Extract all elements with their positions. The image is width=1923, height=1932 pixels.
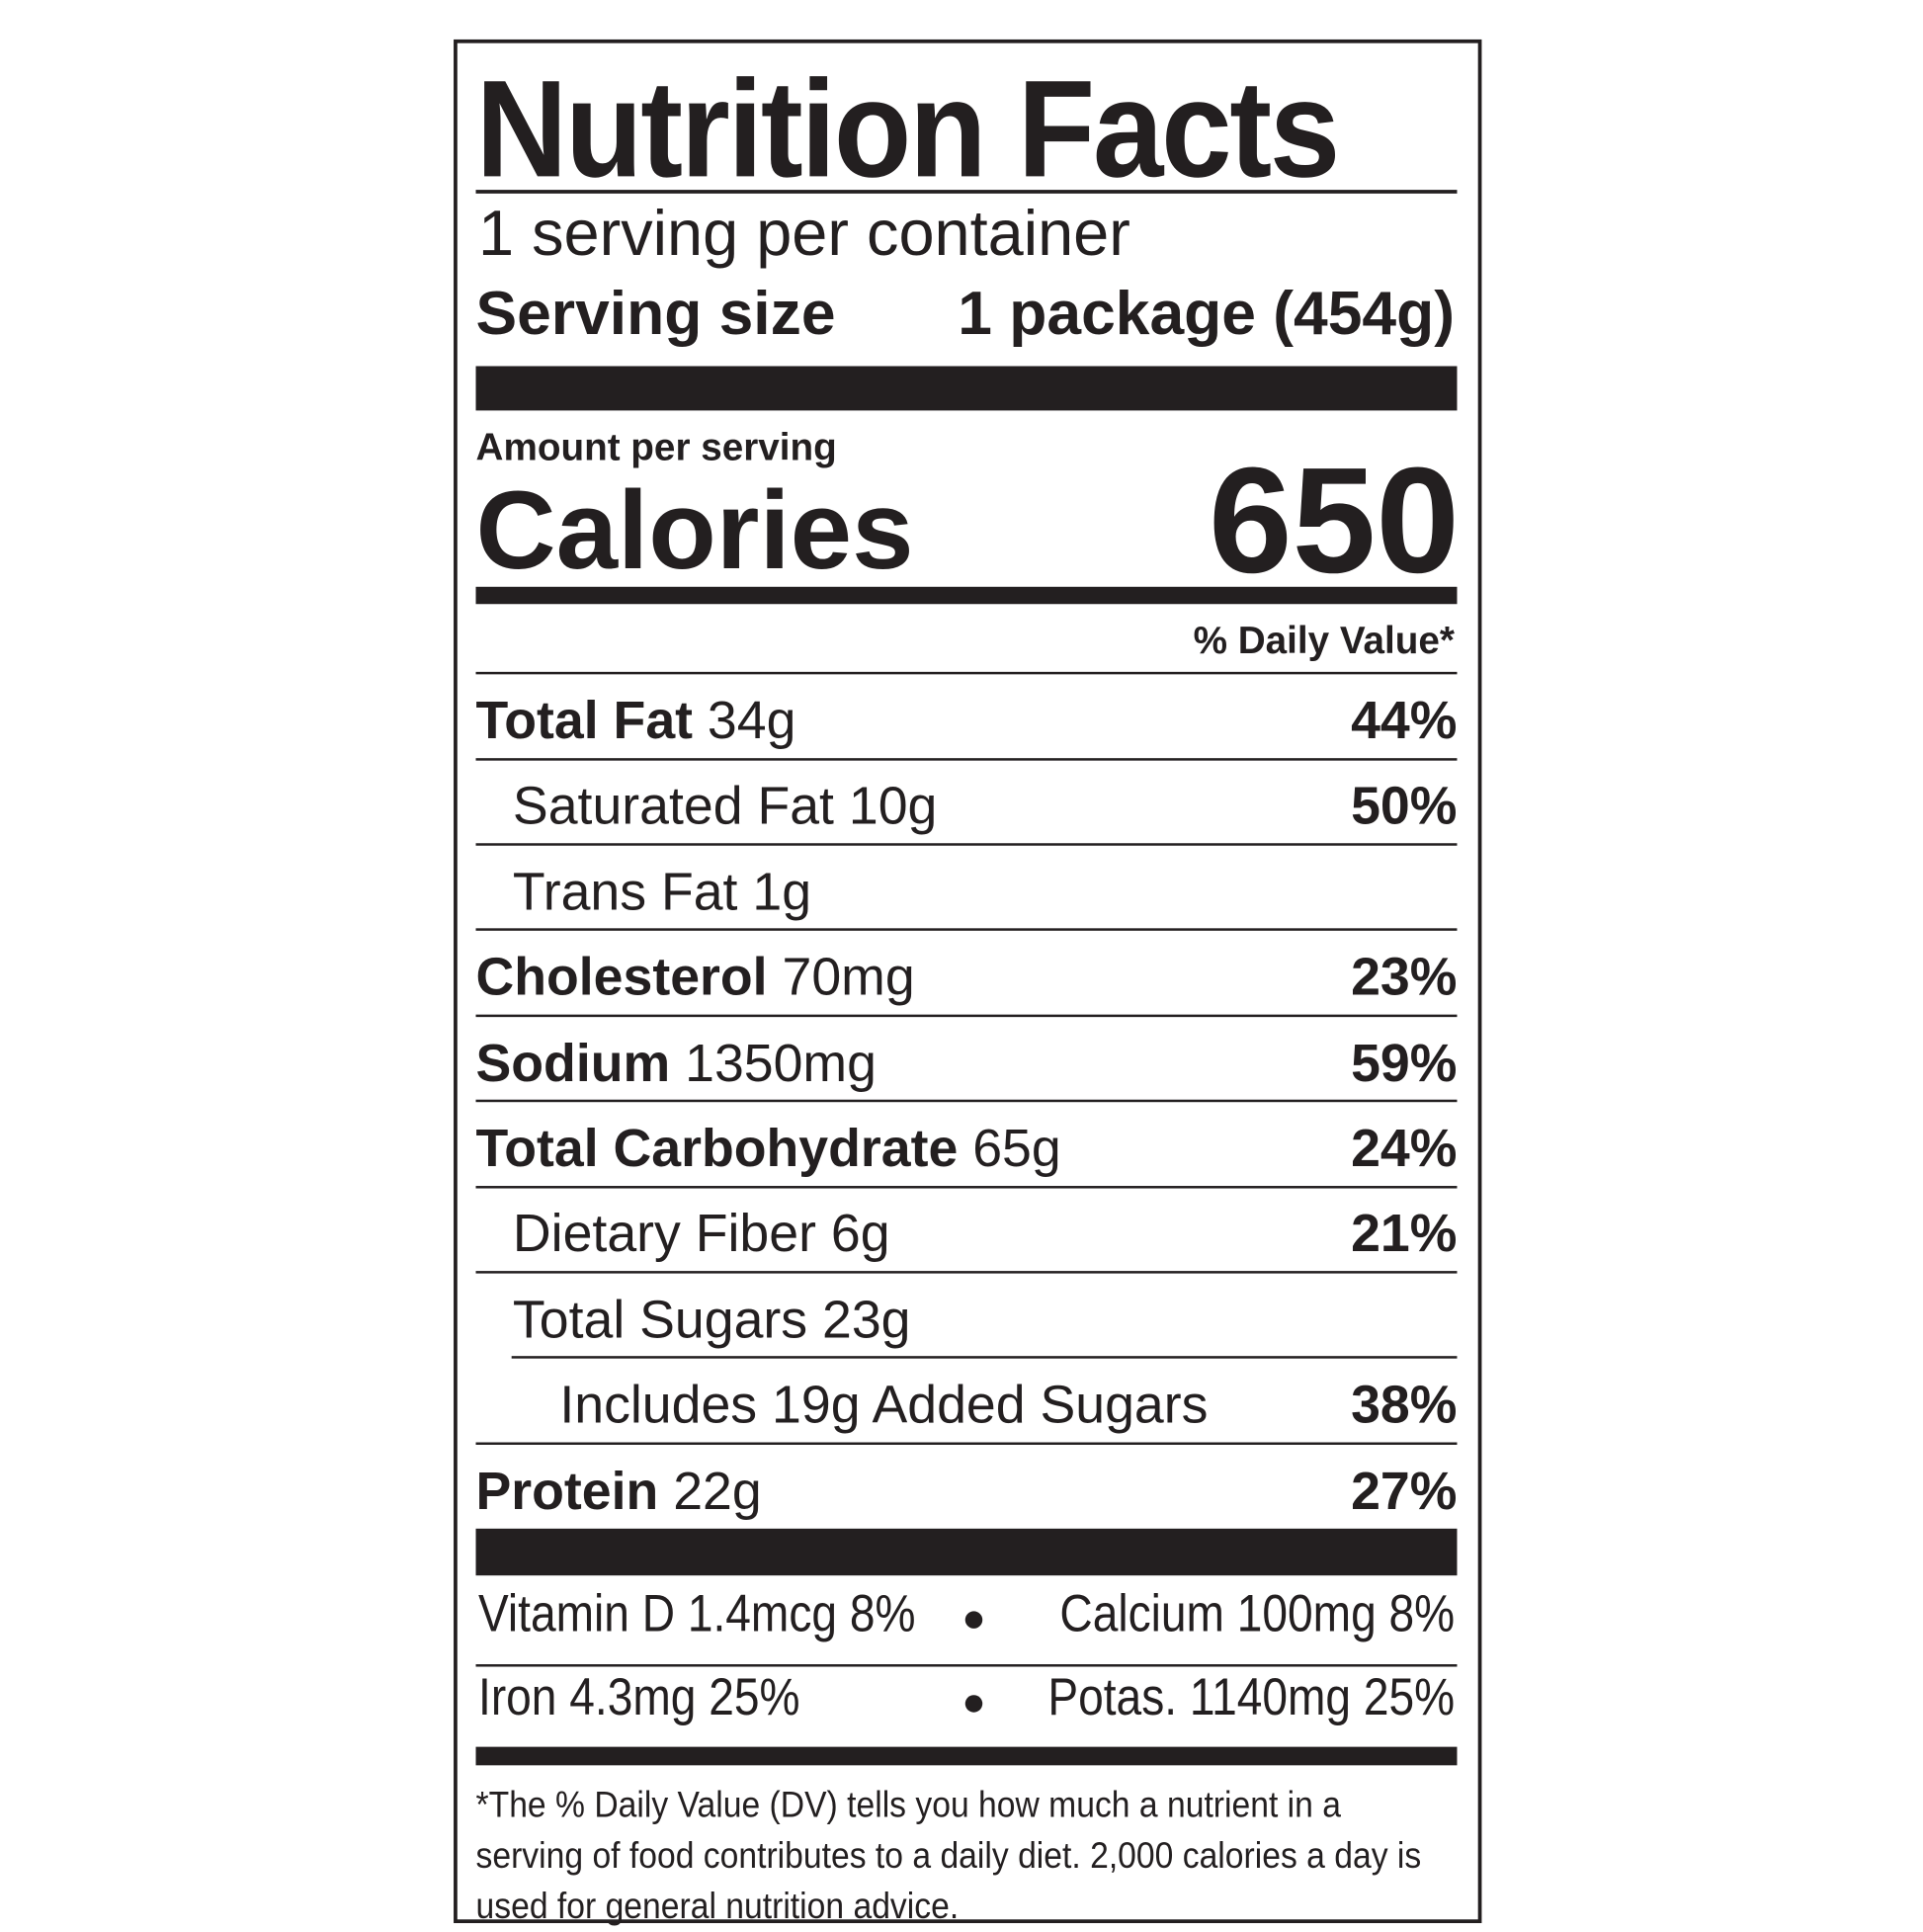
thick-bar [475, 366, 1458, 411]
nutrient-dv: 44% [1351, 691, 1458, 751]
nutrient-name: Total Carbohydrate [475, 1119, 959, 1179]
footnote: *The % Daily Value (DV) tells you how mu… [475, 1785, 1422, 1927]
serving-size-label: Serving size [475, 278, 836, 348]
vitamin: Calcium 100mg 8% [1059, 1583, 1455, 1642]
nutrient-amount: 65g [972, 1119, 1061, 1179]
vitamin: Vitamin D 1.4mcg 8% [478, 1583, 916, 1642]
rule [475, 671, 1458, 675]
nutrient-dv: 50% [1351, 777, 1458, 837]
amount-per-serving: Amount per serving [475, 425, 837, 469]
title: Nutrition Facts [475, 51, 1341, 207]
nutrient-label: Total Sugars 23g [513, 1273, 911, 1367]
nutrient-label: Saturated Fat 10g [513, 760, 937, 854]
nutrient-row: Protein 22g 27% [476, 1444, 1458, 1530]
calories-label: Calories [475, 469, 914, 594]
bullet [964, 1611, 983, 1629]
nutrient-amount: 6g [830, 1205, 890, 1265]
nutrient-dv: 38% [1351, 1376, 1458, 1436]
thick-bar [475, 1528, 1458, 1576]
nutrient-label: Dietary Fiber 6g [513, 1188, 890, 1282]
nutrient-name: Total Sugars [512, 1290, 808, 1350]
nutrient-amount: 10g [848, 777, 938, 837]
nutrient-row: Saturated Fat 10g 50% [475, 760, 1458, 846]
nutrient-name: Dietary Fiber [512, 1205, 816, 1265]
bullet [964, 1695, 983, 1713]
nutrient-label: Total Carbohydrate 65g [476, 1102, 1061, 1196]
nutrient-row: Total Carbohydrate 65g 24% [475, 1102, 1458, 1188]
nutrient-amount: 70mg [782, 948, 915, 1008]
nutrient-row: Total Sugars 23g [511, 1273, 1458, 1360]
daily-value-header: % Daily Value* [1193, 619, 1455, 662]
nutrient-row: Cholesterol 70mg 23% [475, 931, 1458, 1017]
nutrient-name: Protein [475, 1461, 659, 1521]
servings-per-container: 1 serving per container [478, 198, 1130, 271]
nutrient-label: Sodium 1350mg [476, 1017, 877, 1111]
nutrient-row: Total Fat 34g 44% [475, 674, 1458, 761]
nutrient-name: Cholesterol [475, 948, 768, 1008]
nutrient-amount: 22g [673, 1461, 762, 1521]
rule [475, 190, 1458, 194]
calories-value: 650 [1209, 436, 1460, 605]
nutrient-row: Dietary Fiber 6g 21% [475, 1188, 1458, 1274]
nutrient-label: Cholesterol 70mg [476, 931, 915, 1025]
medium-bar [475, 586, 1458, 605]
nutrient-label: Total Fat 34g [476, 674, 796, 768]
nutrient-name: Sodium [475, 1034, 671, 1093]
nutrient-row: Includes 19g Added Sugars 38% [475, 1359, 1458, 1445]
nutrient-name: Total Fat [475, 691, 694, 751]
serving-size-value: 1 package (454g) [958, 278, 1455, 348]
nutrient-name: Saturated Fat [512, 777, 834, 837]
nutrient-label: Includes 19g Added Sugars [559, 1359, 1208, 1453]
nutrient-label: Protein 22g [476, 1444, 762, 1538]
nutrient-name: Trans Fat [512, 862, 738, 922]
nutrient-dv: 24% [1351, 1119, 1458, 1179]
medium-bar [475, 1746, 1458, 1766]
nutrient-row: Trans Fat 1g [475, 845, 1458, 932]
nutrient-row: Sodium 1350mg 59% [475, 1017, 1458, 1103]
nutrient-amount: 1g [752, 862, 812, 922]
nutrient-dv: 21% [1351, 1205, 1458, 1265]
nutrient-dv: 59% [1351, 1034, 1458, 1093]
nutrient-amount: 23g [822, 1290, 911, 1350]
nutrient-dv: 23% [1351, 948, 1458, 1008]
nutrient-label: Trans Fat 1g [513, 845, 811, 939]
nutrient-name: Includes 19g Added Sugars [559, 1376, 1209, 1436]
nutrient-amount: 1350mg [685, 1034, 877, 1093]
nutrient-dv: 27% [1351, 1461, 1458, 1521]
rule [475, 1664, 1458, 1667]
vitamin: Potas. 1140mg 25% [1047, 1667, 1455, 1726]
nutrient-amount: 34g [707, 691, 796, 751]
label-border [454, 39, 1482, 1924]
vitamin: Iron 4.3mg 25% [478, 1667, 800, 1726]
